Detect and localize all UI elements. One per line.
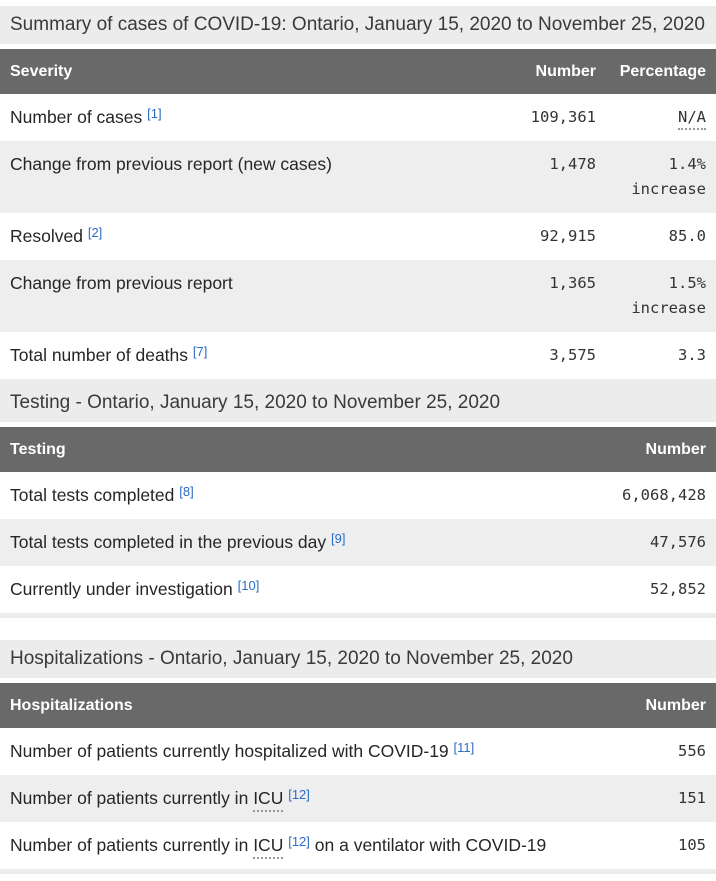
summary-table: Severity Number Percentage Number of cas… <box>0 49 716 379</box>
footnote-sup: [12] <box>288 834 310 850</box>
table-row: Number of cases [1] 109,361 N/A <box>0 94 716 141</box>
footnote-sup: [1] <box>147 106 161 122</box>
footnote-sup: [12] <box>288 787 310 803</box>
number-cell: 47,576 <box>650 533 706 551</box>
number-column-header: Number <box>497 49 606 94</box>
footnote-link[interactable]: [7] <box>192 344 208 359</box>
row-label: Total number of deaths <box>10 345 189 365</box>
percentage-cell: 1.4% increase <box>631 155 706 198</box>
row-label-cell: Change from previous report <box>0 260 497 332</box>
table-bottom-bar <box>0 869 716 874</box>
footnote-sup: [2] <box>88 225 102 241</box>
percentage-cell: 85.0 <box>668 227 706 245</box>
testing-caption: Testing - Ontario, January 15, 2020 to N… <box>0 384 716 422</box>
table-row: Change from previous report (new cases) … <box>0 141 716 213</box>
footnote-link[interactable]: [12] <box>288 787 310 802</box>
percentage-cell: 3.3 <box>678 346 706 364</box>
hospitalizations-column-header: Hospitalizations <box>0 683 607 728</box>
table-row: Total tests completed in the previous da… <box>0 519 716 566</box>
row-label-cell: Total tests completed [8] <box>0 472 607 519</box>
row-label-cell: Number of cases [1] <box>0 94 497 141</box>
number-cell: 1,478 <box>549 155 596 173</box>
icu-abbreviation: ICU <box>253 835 284 859</box>
row-label: Change from previous report (new cases) <box>10 154 332 174</box>
hospitalizations-caption: Hospitalizations - Ontario, January 15, … <box>0 640 716 678</box>
number-cell: 6,068,428 <box>622 486 706 504</box>
hospitalizations-header-row: Hospitalizations Number <box>0 683 716 728</box>
footnote-link[interactable]: [12] <box>288 834 310 849</box>
row-label-cell: Number of patients currently hospitalize… <box>0 728 607 775</box>
number-cell: 3,575 <box>549 346 596 364</box>
number-cell: 105 <box>678 836 706 854</box>
row-label: Resolved <box>10 226 83 246</box>
testing-column-header: Testing <box>0 427 607 472</box>
row-label-suffix: on a ventilator with COVID-19 <box>314 835 547 855</box>
footnote-link[interactable]: [1] <box>147 106 162 121</box>
footnote-link[interactable]: [10] <box>237 578 260 593</box>
row-label: Total tests completed in the previous da… <box>10 532 327 552</box>
footnote-link[interactable]: [2] <box>87 225 103 240</box>
summary-header-row: Severity Number Percentage <box>0 49 716 94</box>
number-cell: 1,365 <box>549 274 596 292</box>
percentage-cell: 1.5% increase <box>631 274 706 317</box>
footnote-link[interactable]: [11] <box>453 740 475 755</box>
percentage-cell: N/A <box>606 94 716 141</box>
number-cell: 92,915 <box>540 227 596 245</box>
table-row: Resolved [2] 92,915 85.0 <box>0 213 716 260</box>
table-bottom-bar <box>0 613 716 618</box>
row-label-cell: Resolved [2] <box>0 213 497 260</box>
row-label: Number of cases <box>10 107 143 127</box>
na-abbreviation: N/A <box>678 108 706 130</box>
row-label: Number of patients currently in <box>10 835 249 855</box>
number-cell: 556 <box>678 742 706 760</box>
hospitalizations-table: Hospitalizations Number Number of patien… <box>0 683 716 869</box>
row-label-cell: Total tests completed in the previous da… <box>0 519 607 566</box>
table-row: Total tests completed [8] 6,068,428 <box>0 472 716 519</box>
row-label: Total tests completed <box>10 485 175 505</box>
number-column-header: Number <box>607 683 716 728</box>
testing-header-row: Testing Number <box>0 427 716 472</box>
table-row: Change from previous report 1,365 1.5% i… <box>0 260 716 332</box>
percentage-column-header: Percentage <box>606 49 716 94</box>
footnote-sup: [10] <box>238 578 260 594</box>
row-label-cell: Total number of deaths [7] <box>0 332 497 379</box>
footnote-sup: [9] <box>331 531 345 547</box>
hospitalizations-section: Hospitalizations - Ontario, January 15, … <box>0 640 716 874</box>
footnote-link[interactable]: [9] <box>331 531 346 546</box>
table-row: Total number of deaths [7] 3,575 3.3 <box>0 332 716 379</box>
row-label: Change from previous report <box>10 273 233 293</box>
footnote-sup: [7] <box>193 344 207 360</box>
row-label: Number of patients currently hospitalize… <box>10 741 449 761</box>
row-label-cell: Currently under investigation [10] <box>0 566 607 613</box>
number-cell: 52,852 <box>650 580 706 598</box>
table-row: Number of patients currently in ICU [12]… <box>0 822 716 869</box>
table-row: Number of patients currently in ICU [12]… <box>0 775 716 822</box>
number-cell: 109,361 <box>530 108 596 126</box>
row-label-cell: Change from previous report (new cases) <box>0 141 497 213</box>
table-row: Number of patients currently hospitalize… <box>0 728 716 775</box>
footnote-sup: [8] <box>179 484 193 500</box>
row-label: Currently under investigation <box>10 579 233 599</box>
footnote-sup: [11] <box>454 740 475 756</box>
testing-table: Testing Number Total tests completed [8]… <box>0 427 716 613</box>
number-column-header: Number <box>607 427 716 472</box>
severity-column-header: Severity <box>0 49 497 94</box>
footnote-link[interactable]: [8] <box>179 484 194 499</box>
table-row: Currently under investigation [10] 52,85… <box>0 566 716 613</box>
row-label-cell: Number of patients currently in ICU [12] <box>0 775 607 822</box>
row-label-cell: Number of patients currently in ICU [12]… <box>0 822 607 869</box>
row-label: Number of patients currently in <box>10 788 249 808</box>
table-bottom-bar <box>0 379 716 384</box>
summary-section: Summary of cases of COVID-19: Ontario, J… <box>0 6 716 384</box>
icu-abbreviation: ICU <box>253 788 284 812</box>
testing-section: Testing - Ontario, January 15, 2020 to N… <box>0 384 716 618</box>
summary-caption: Summary of cases of COVID-19: Ontario, J… <box>0 6 716 44</box>
number-cell: 151 <box>678 789 706 807</box>
